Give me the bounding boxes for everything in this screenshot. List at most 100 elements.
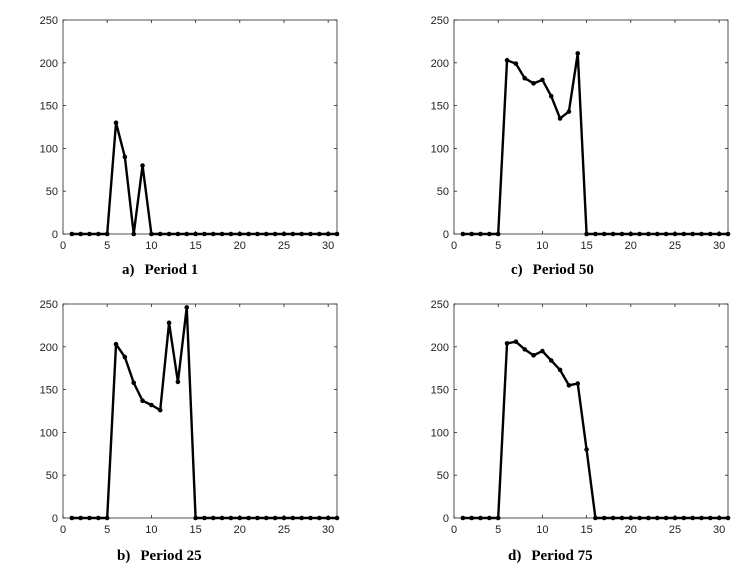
y-tick-label-d: 150 [431,385,449,397]
data-point-d [708,515,713,521]
data-point-a [263,231,269,237]
data-point-d [610,515,616,521]
data-point-c [690,231,695,237]
data-point-d [469,515,474,521]
x-tick-label-a: 15 [189,240,201,252]
data-point-c [557,116,563,121]
y-tick-label-a: 200 [40,58,58,70]
x-tick-label-c: 10 [536,240,548,252]
y-tick-label-b: 250 [40,299,58,311]
y-tick-label-a: 50 [46,186,58,198]
data-point-c [504,57,510,63]
data-point-c [681,231,687,237]
data-point-d [628,515,634,521]
data-point-d [478,515,483,521]
y-tick-label-c: 0 [443,229,449,241]
x-tick-label-a: 0 [60,240,66,252]
chart-panel-c: 0 50 100 150 200 250 0 5 10 15 20 25 30 [411,12,741,252]
data-point-b [299,515,304,521]
data-point-c [716,231,722,237]
data-point-b [193,515,198,521]
data-point-a [140,163,145,168]
y-tick-label-b: 150 [40,385,58,397]
data-point-b [325,515,331,521]
data-point-c [672,231,678,237]
data-point-a [202,231,207,237]
chart-panel-a: 0 50 100 150 200 250 0 5 10 15 20 25 30 [20,12,350,252]
data-point-a [104,231,110,237]
data-point-c [495,231,501,237]
data-point-b [263,515,269,521]
x-tick-label-b: 0 [60,524,66,536]
data-point-b [96,515,101,521]
caption-b-label: b) [117,548,131,564]
data-point-c [469,231,474,237]
chart-panel-d: 0 50 100 150 200 250 0 5 10 15 20 25 30 [411,296,741,536]
data-point-c [601,231,607,237]
data-point-b [210,515,216,521]
y-tick-label-c: 250 [431,15,449,27]
data-point-d [540,348,545,354]
data-point-c [708,231,713,237]
data-point-a [246,231,251,237]
plot-frame-c [453,19,729,235]
data-point-d [566,383,572,388]
data-point-c [522,75,528,81]
data-point-c [610,231,616,237]
data-point-a [308,231,313,237]
data-point-d [575,381,581,386]
x-tick-label-a: 25 [278,240,290,252]
data-point-b [69,515,75,521]
caption-b-title: Period 25 [140,548,202,564]
data-point-c [540,77,545,83]
y-tick-label-a: 0 [52,229,58,241]
data-point-c [566,109,572,114]
data-point-b [290,515,296,521]
y-tick-label-c: 50 [437,186,449,198]
data-point-c [725,231,731,237]
x-tick-label-d: 30 [713,524,725,536]
data-point-c [593,231,598,237]
data-point-a [334,231,340,237]
caption-d-title: Period 75 [531,548,593,564]
x-tick-label-b: 30 [322,524,334,536]
x-tick-label-b: 25 [278,524,290,536]
chart-panel-b: 0 50 100 150 200 250 0 5 10 15 20 25 30 [20,296,350,536]
data-point-a [157,231,163,237]
data-point-d [557,367,563,373]
data-point-c [531,81,536,86]
data-point-d [522,347,528,352]
x-tick-label-d: 25 [669,524,681,536]
data-point-b [175,379,181,385]
data-point-c [646,231,651,237]
data-point-d [699,515,704,521]
data-point-a [290,231,296,237]
x-tick-label-d: 10 [536,524,548,536]
data-point-d [593,515,598,521]
data-point-d [654,515,660,521]
caption-d-label: d) [508,548,522,564]
data-point-b [184,305,190,310]
y-tick-label-c: 150 [431,101,449,113]
data-point-a [237,231,243,237]
data-point-a [299,231,304,237]
data-point-d [619,515,625,521]
y-tick-label-b: 0 [52,513,58,525]
x-tick-label-c: 25 [669,240,681,252]
data-point-b [308,515,313,521]
data-point-d [601,515,607,521]
data-point-a [149,231,154,237]
x-tick-label-c: 20 [625,240,637,252]
y-tick-label-d: 100 [431,427,449,439]
data-point-a [210,231,216,237]
data-point-c [663,231,669,237]
data-point-a [228,231,234,237]
data-point-b [113,341,119,347]
y-tick-label-a: 100 [40,143,58,155]
data-point-a [166,231,172,237]
caption-a: a) Period 1 [122,262,198,279]
data-point-d [504,341,510,346]
y-tick-label-c: 100 [431,143,449,155]
data-point-c [487,231,492,237]
data-point-c [478,231,483,237]
